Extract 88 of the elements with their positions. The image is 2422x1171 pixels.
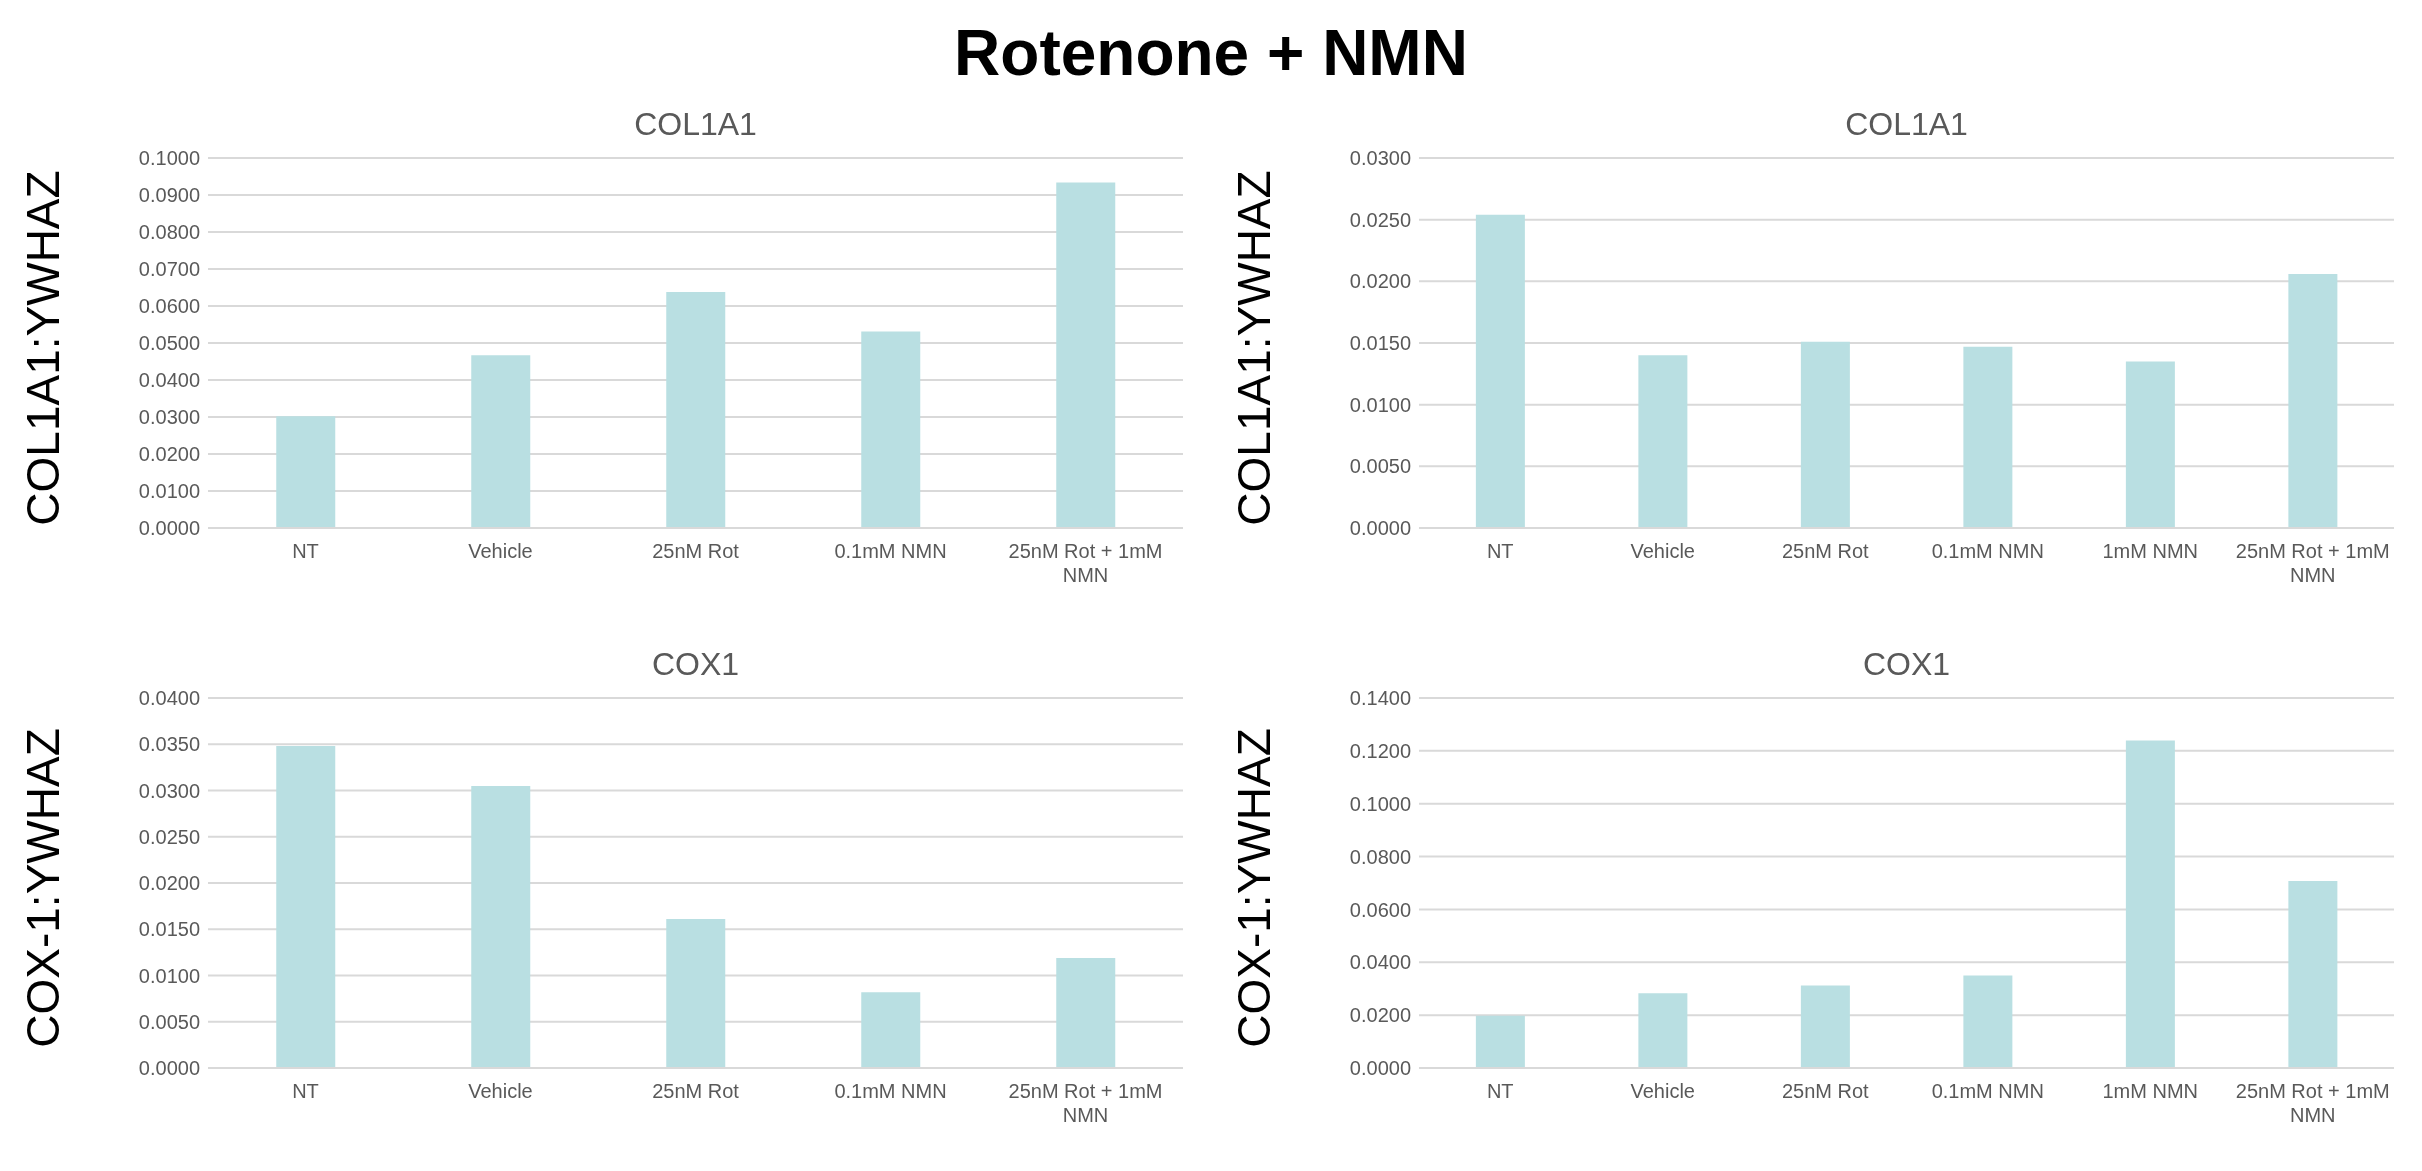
bar xyxy=(861,331,921,528)
y-tick-label: 0.0350 xyxy=(138,733,200,756)
y-tick-label: 0.0100 xyxy=(138,964,200,987)
x-tick-label: Vehicle xyxy=(468,1080,533,1102)
x-tick-label: 0.1mM NMN xyxy=(1931,540,2044,562)
x-tick-label: 0.1mM NMN xyxy=(1931,1080,2044,1102)
y-tick-label: 0.0000 xyxy=(1349,1057,1411,1080)
bar xyxy=(1475,214,1525,528)
y-tick-label: 0.0050 xyxy=(138,1010,200,1033)
bar xyxy=(2288,273,2338,528)
x-tick-label: NT xyxy=(292,540,319,562)
x-tick-label: 0.1mM NMN xyxy=(834,540,947,562)
bar xyxy=(666,291,726,528)
y-tick-label: 0.0000 xyxy=(138,1057,200,1080)
x-tick-label: 25nM Rot xyxy=(652,540,740,562)
bar xyxy=(666,919,726,1068)
x-tick-label: 25nM Rot xyxy=(1781,1080,1870,1102)
y-tick-label: 0.0200 xyxy=(138,872,200,895)
bar xyxy=(1056,182,1116,528)
x-tick-label: 1mM NMN xyxy=(2102,540,2199,562)
bar xyxy=(471,355,531,528)
x-tick-label: 1mM NMN xyxy=(2102,1080,2199,1102)
y-tick-label: 0.0100 xyxy=(1349,393,1411,416)
y-tick-label: 0.0300 xyxy=(138,779,200,802)
y-tick-label: 0.0700 xyxy=(138,258,200,281)
y-tick-label: 0.0400 xyxy=(138,687,200,710)
y-tick-label: 0.0100 xyxy=(138,480,200,503)
bar xyxy=(276,746,336,1068)
y-axis-title: COX-1:YWHAZ xyxy=(16,728,70,1048)
x-tick-label: Vehicle xyxy=(468,540,533,562)
y-tick-label: 0.0300 xyxy=(138,406,200,429)
y-tick-label: 0.0000 xyxy=(138,517,200,540)
x-tick-label: NT xyxy=(292,1080,319,1102)
x-tick-label: Vehicle xyxy=(1630,1080,1695,1102)
x-tick-label: 25nM Rot + 1mM NMN xyxy=(1008,540,1163,586)
text: Rotenone + NMN xyxy=(953,16,1469,91)
x-tick-label: 25nM Rot xyxy=(652,1080,740,1102)
y-tick-label: 0.1000 xyxy=(1349,792,1411,815)
chart-title: COL1A1 xyxy=(1844,106,1969,143)
x-tick-label: 0.1mM NMN xyxy=(834,1080,947,1102)
y-tick-label: 0.0800 xyxy=(138,221,200,244)
bar xyxy=(1800,985,1850,1068)
chart-title: COX1 xyxy=(650,646,741,683)
bar xyxy=(1800,341,1850,528)
x-tick-label: 25nM Rot + 1mM NMN xyxy=(2235,1080,2390,1126)
y-tick-label: 0.0200 xyxy=(1349,270,1411,293)
bar xyxy=(1475,1015,1525,1068)
bar xyxy=(1056,957,1116,1068)
bar xyxy=(2288,880,2338,1068)
y-tick-label: 0.0150 xyxy=(138,918,200,941)
y-tick-label: 0.0900 xyxy=(138,184,200,207)
x-tick-label: NT xyxy=(1486,540,1514,562)
x-tick-label: 25nM Rot + 1mM NMN xyxy=(2235,540,2390,586)
y-axis-title: COL1A1:YWHAZ xyxy=(1227,170,1281,526)
y-tick-label: 0.0200 xyxy=(1349,1004,1411,1027)
chart-title: COL1A1 xyxy=(633,106,758,143)
x-tick-label: NT xyxy=(1486,1080,1514,1102)
y-tick-label: 0.0400 xyxy=(138,369,200,392)
bar xyxy=(1963,346,2013,528)
y-tick-label: 0.1000 xyxy=(138,147,200,170)
y-tick-label: 0.0600 xyxy=(138,295,200,318)
bar xyxy=(2125,361,2175,528)
y-axis-title: COX-1:YWHAZ xyxy=(1227,728,1281,1048)
bar xyxy=(276,416,336,528)
y-tick-label: 0.0200 xyxy=(138,443,200,466)
y-tick-label: 0.0400 xyxy=(1349,951,1411,974)
bar xyxy=(1638,993,1688,1068)
bar xyxy=(1638,355,1688,528)
bar xyxy=(861,992,921,1068)
bar xyxy=(2125,740,2175,1068)
y-tick-label: 0.0800 xyxy=(1349,845,1411,868)
y-tick-label: 0.1200 xyxy=(1349,739,1411,762)
y-tick-label: 0.0150 xyxy=(1349,332,1411,355)
bar xyxy=(1963,975,2013,1068)
y-tick-label: 0.0000 xyxy=(1349,517,1411,540)
y-tick-label: 0.0500 xyxy=(138,332,200,355)
y-tick-label: 0.1400 xyxy=(1349,687,1411,710)
y-tick-label: 0.0250 xyxy=(1349,208,1411,231)
x-tick-label: Vehicle xyxy=(1630,540,1695,562)
y-tick-label: 0.0600 xyxy=(1349,898,1411,921)
x-tick-label: 25nM Rot xyxy=(1781,540,1870,562)
y-tick-label: 0.0050 xyxy=(1349,455,1411,478)
y-tick-label: 0.0250 xyxy=(138,825,200,848)
y-axis-title: COL1A1:YWHAZ xyxy=(16,170,70,526)
x-tick-label: 25nM Rot + 1mM NMN xyxy=(1008,1080,1163,1126)
y-tick-label: 0.0300 xyxy=(1349,147,1411,170)
bar xyxy=(471,785,531,1068)
chart-title: COX1 xyxy=(1861,646,1952,683)
